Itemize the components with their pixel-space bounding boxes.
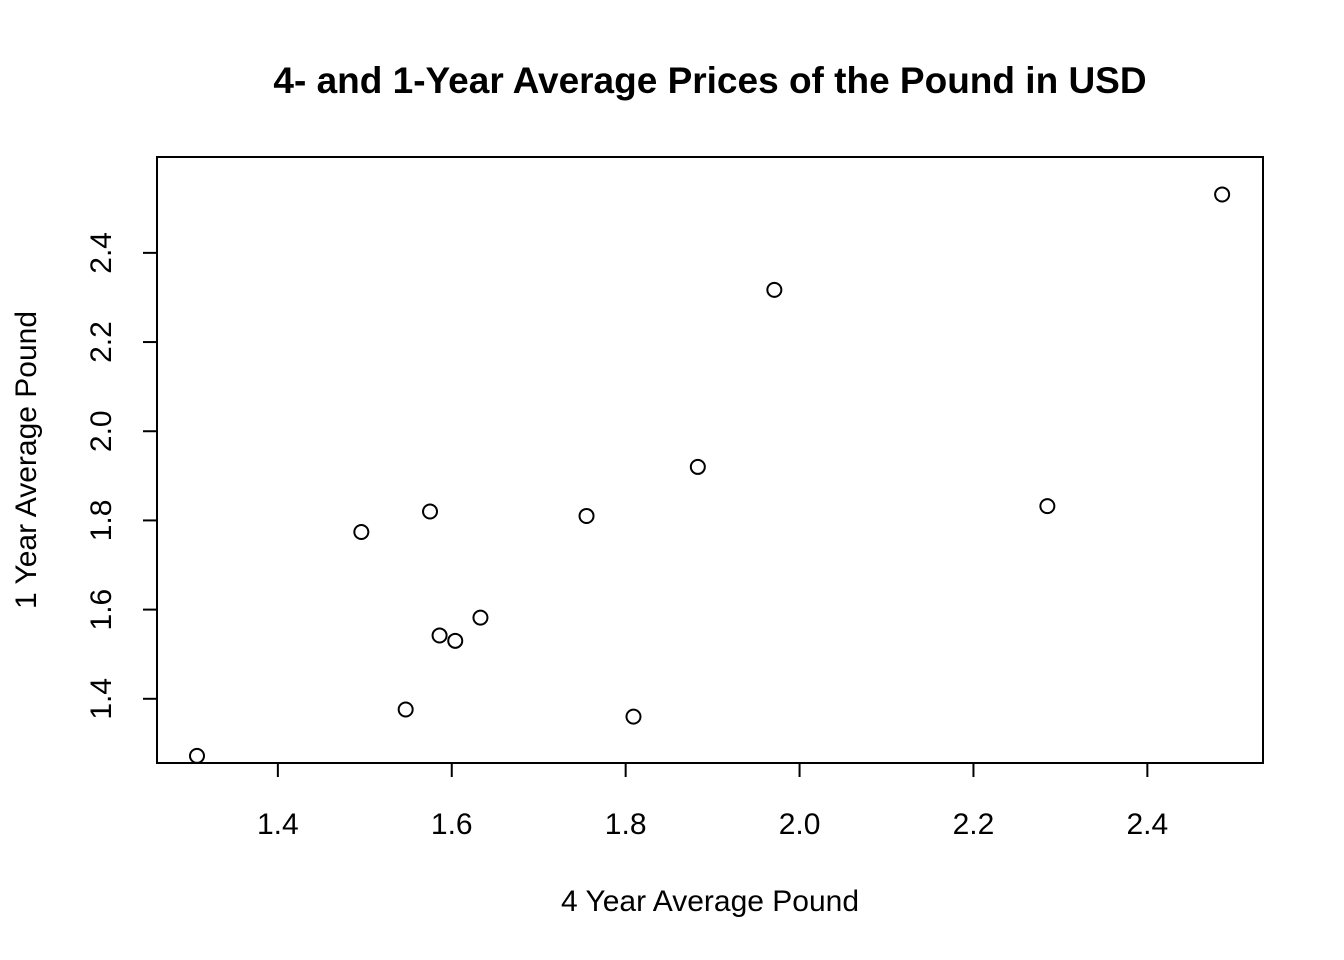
y-tick-label: 2.4 [85, 232, 118, 274]
y-tick-label: 1.4 [85, 678, 118, 720]
x-axis-title: 4 Year Average Pound [561, 885, 859, 918]
plot-frame [156, 156, 1264, 764]
data-point [447, 632, 464, 649]
data-point [188, 747, 205, 764]
x-tick-label: 1.4 [257, 808, 299, 841]
x-tick-label: 2.4 [1126, 808, 1168, 841]
y-axis: 1.4 1.6 1.8 2.0 2.2 2.4 [85, 232, 158, 720]
chart-title: 4- and 1-Year Average Prices of the Poun… [273, 60, 1146, 101]
data-point [625, 708, 642, 725]
data-point [431, 627, 448, 644]
data-point [353, 524, 370, 541]
y-tick-label: 1.6 [85, 589, 118, 631]
data-point [1214, 186, 1231, 203]
y-tick-label: 2.2 [85, 321, 118, 363]
y-axis-title: 1 Year Average Pound [10, 311, 43, 609]
x-axis: 1.4 1.6 1.8 2.0 2.2 2.4 [257, 762, 1168, 841]
data-point [472, 609, 489, 626]
data-point [422, 503, 439, 520]
x-tick-label: 1.8 [605, 808, 647, 841]
x-tick-label: 1.6 [431, 808, 473, 841]
data-point [766, 281, 783, 298]
data-point [1039, 498, 1056, 515]
x-tick-label: 2.2 [953, 808, 995, 841]
y-tick-label: 2.0 [85, 410, 118, 452]
data-point [397, 701, 414, 718]
data-points [188, 186, 1231, 764]
x-tick-label: 2.0 [779, 808, 821, 841]
y-tick-label: 1.8 [85, 500, 118, 542]
data-point [689, 458, 706, 475]
data-point [578, 507, 595, 524]
